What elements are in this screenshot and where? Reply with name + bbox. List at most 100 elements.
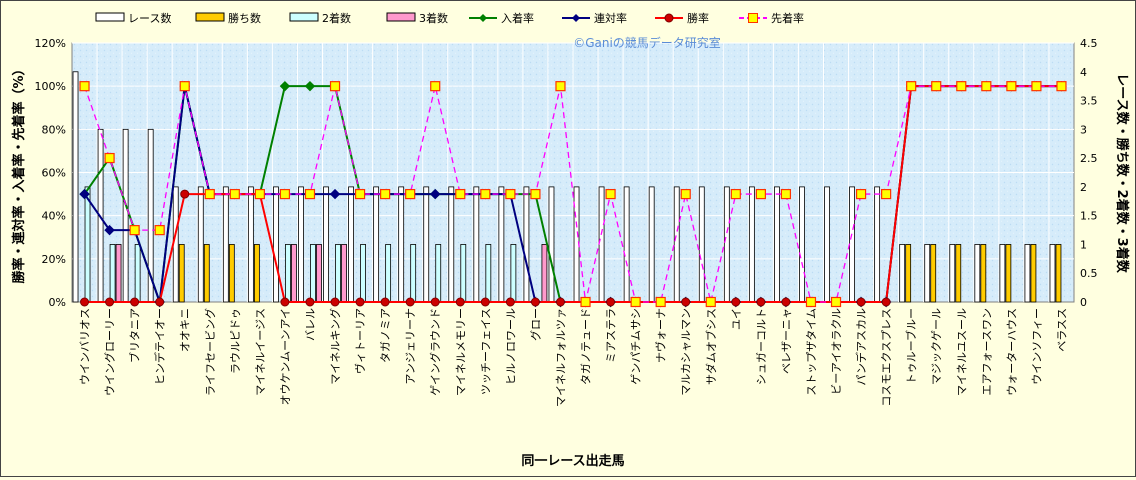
- bar-1-33: [905, 244, 912, 303]
- bar-0-30: [824, 186, 830, 303]
- point-3-15: [455, 188, 466, 200]
- bar-0-29: [799, 186, 805, 303]
- point-2-2: [130, 297, 140, 307]
- category-label: マイネルイージス: [254, 308, 267, 396]
- bar-3-18: [541, 244, 548, 303]
- category-label: トゥルーブルー: [904, 308, 918, 384]
- category-label: シュガーコルト: [755, 308, 768, 385]
- right-axis-ticks: 0 0.5 1 1.5 2 2.5 3 3.5 4 4.5: [1080, 37, 1098, 309]
- bar-2-9: [310, 244, 316, 303]
- right-tick-label: 3: [1080, 123, 1087, 136]
- bar-0-35: [949, 244, 956, 303]
- category-label: バレル: [304, 308, 317, 341]
- category-label: ツッチーフェイス: [479, 308, 492, 395]
- bar-0-10: [323, 186, 329, 303]
- bar-0-33: [899, 244, 906, 303]
- bar-1-4: [178, 244, 185, 303]
- point-2-32: [881, 297, 891, 307]
- bar-0-2: [122, 128, 129, 303]
- point-1-1: [104, 224, 115, 236]
- point-3-21: [605, 188, 616, 200]
- bar-0-16: [473, 186, 480, 303]
- legend-label: 2着数: [322, 11, 351, 25]
- category-label: マジックゲール: [930, 308, 943, 385]
- legend-swatch: [195, 12, 225, 22]
- bar-1-39: [1055, 244, 1062, 303]
- point-2-12: [380, 297, 390, 307]
- point-2-11: [355, 297, 365, 307]
- point-2-15: [455, 297, 465, 307]
- legend-label: レース数: [128, 12, 171, 25]
- legend-label: 入着率: [501, 11, 534, 25]
- bar-0-25: [698, 186, 705, 303]
- bar-1-7: [253, 244, 260, 303]
- bar-0-34: [924, 244, 931, 303]
- category-label: ミアステラ: [605, 308, 618, 363]
- point-3-13: [405, 188, 416, 200]
- bar-0-6: [222, 186, 229, 303]
- left-tick-label: 0%: [49, 296, 66, 309]
- legend-marker: [664, 13, 674, 23]
- point-3-30: [830, 296, 842, 308]
- point-3-10: [329, 81, 341, 92]
- watermark: ©Ganiの競馬データ研究室: [573, 35, 721, 50]
- point-3-16: [480, 188, 491, 200]
- left-tick-label: 20%: [42, 253, 66, 266]
- category-label: マイネルメモリー: [454, 308, 467, 396]
- left-tick-label: 40%: [42, 210, 66, 223]
- bar-0-36: [974, 244, 981, 303]
- point-3-20: [580, 296, 591, 308]
- point-2-18: [530, 297, 540, 307]
- point-0-8: [279, 80, 291, 92]
- right-tick-label: 1: [1080, 238, 1087, 251]
- point-3-32: [881, 188, 892, 200]
- right-tick-label: 0: [1080, 296, 1087, 309]
- point-3-6: [229, 188, 240, 200]
- point-3-22: [630, 296, 641, 308]
- point-3-36: [981, 81, 992, 92]
- point-2-31: [856, 297, 866, 307]
- category-label: ヴィトーリア: [353, 308, 367, 374]
- point-3-0: [79, 81, 90, 92]
- category-label: ゲイングラウンド: [428, 308, 442, 396]
- category-label: パンデアスカル: [854, 308, 868, 386]
- line-series: [79, 80, 1067, 308]
- bar-0-32: [874, 186, 881, 303]
- bar-0-8: [273, 186, 279, 303]
- category-label: オオキニ: [179, 308, 192, 352]
- category-label: タガノミア: [379, 308, 392, 363]
- bar-0-21: [598, 186, 605, 303]
- point-2-28: [781, 297, 791, 307]
- bar-0-37: [999, 244, 1006, 303]
- point-2-16: [480, 297, 490, 307]
- right-tick-label: 1.5: [1080, 210, 1098, 223]
- point-2-9: [305, 297, 315, 307]
- category-label: ゲンパチムサシ: [630, 308, 643, 385]
- point-2-27: [756, 297, 766, 307]
- legend-swatch: [95, 12, 125, 22]
- legend-label: 連対率: [594, 11, 627, 25]
- point-1-14: [430, 188, 441, 200]
- left-tick-label: 100%: [35, 80, 66, 93]
- bar-3-8: [291, 244, 297, 303]
- point-3-34: [931, 81, 942, 92]
- point-3-35: [956, 81, 967, 92]
- legend: レース数 勝ち数 2着数 3着数 入着率 連対率 勝率 先着率: [95, 11, 804, 25]
- category-label: サダムオブシス: [704, 308, 718, 385]
- right-tick-label: 2: [1080, 181, 1087, 194]
- category-label: マイネルフォルツァ: [554, 308, 567, 407]
- bar-0-17: [498, 186, 505, 303]
- category-label: マルカシャルマン: [680, 308, 693, 396]
- bar-3-1: [115, 244, 122, 303]
- point-3-11: [354, 188, 366, 200]
- bar-2-11: [360, 244, 366, 303]
- bar-2-0: [84, 186, 91, 303]
- point-0-9: [304, 80, 316, 92]
- bar-0-19: [548, 186, 555, 303]
- bar-2-13: [410, 244, 417, 303]
- category-label: マイネルユスール: [955, 308, 968, 396]
- point-2-14: [430, 297, 440, 307]
- point-3-33: [906, 81, 917, 92]
- bar-0-11: [348, 186, 354, 303]
- legend-marker: [572, 14, 580, 22]
